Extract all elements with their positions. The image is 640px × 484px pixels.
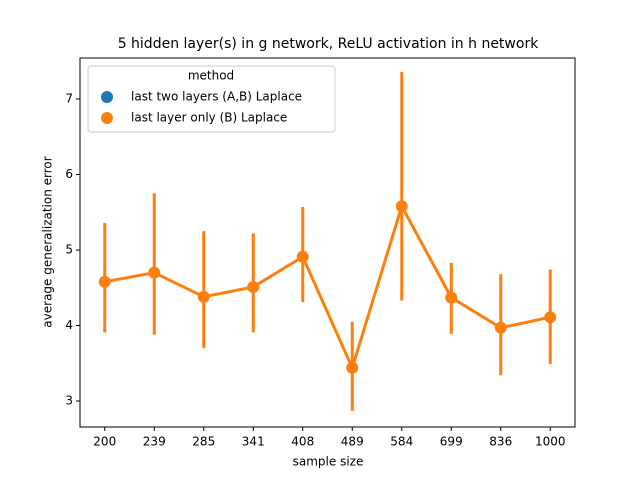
legend-marker (101, 112, 113, 124)
y-tick-label: 6 (65, 167, 73, 181)
point (98, 275, 111, 288)
x-tick-label: 239 (143, 435, 166, 449)
point (544, 311, 557, 324)
y-tick-label: 3 (65, 394, 73, 408)
x-axis-label: sample size (293, 455, 364, 469)
chart-title: 5 hidden layer(s) in g network, ReLU act… (118, 36, 540, 52)
point (296, 250, 309, 263)
point (494, 321, 507, 334)
legend-box (87, 65, 336, 133)
x-tick-label: 285 (192, 435, 215, 449)
legend-title: method (188, 69, 234, 83)
point (148, 266, 161, 279)
y-tick-label: 7 (65, 92, 73, 106)
line (104, 202, 551, 373)
x-tick-label: 489 (341, 435, 364, 449)
point (445, 291, 458, 304)
x-tick-label: 341 (242, 435, 265, 449)
y-tick-label: 5 (65, 243, 73, 257)
point (197, 290, 210, 303)
legend-label: last two layers (A,B) Laplace (131, 90, 302, 104)
x-tick-label: 699 (440, 435, 463, 449)
x-tick-label: 584 (390, 435, 413, 449)
point (395, 200, 408, 213)
point (247, 281, 260, 294)
x-tick-label: 836 (489, 435, 512, 449)
y-axis-label: average generalization error (41, 156, 55, 327)
axes-frame (79, 57, 576, 428)
y-tick-label: 4 (65, 318, 73, 332)
point (346, 361, 359, 374)
legend-marker (101, 91, 113, 103)
legend-label: last layer only (B) Laplace (131, 111, 287, 125)
x-tick-label: 200 (93, 435, 116, 449)
x-tick-label: 408 (291, 435, 314, 449)
x-tick-label: 1000 (535, 435, 566, 449)
